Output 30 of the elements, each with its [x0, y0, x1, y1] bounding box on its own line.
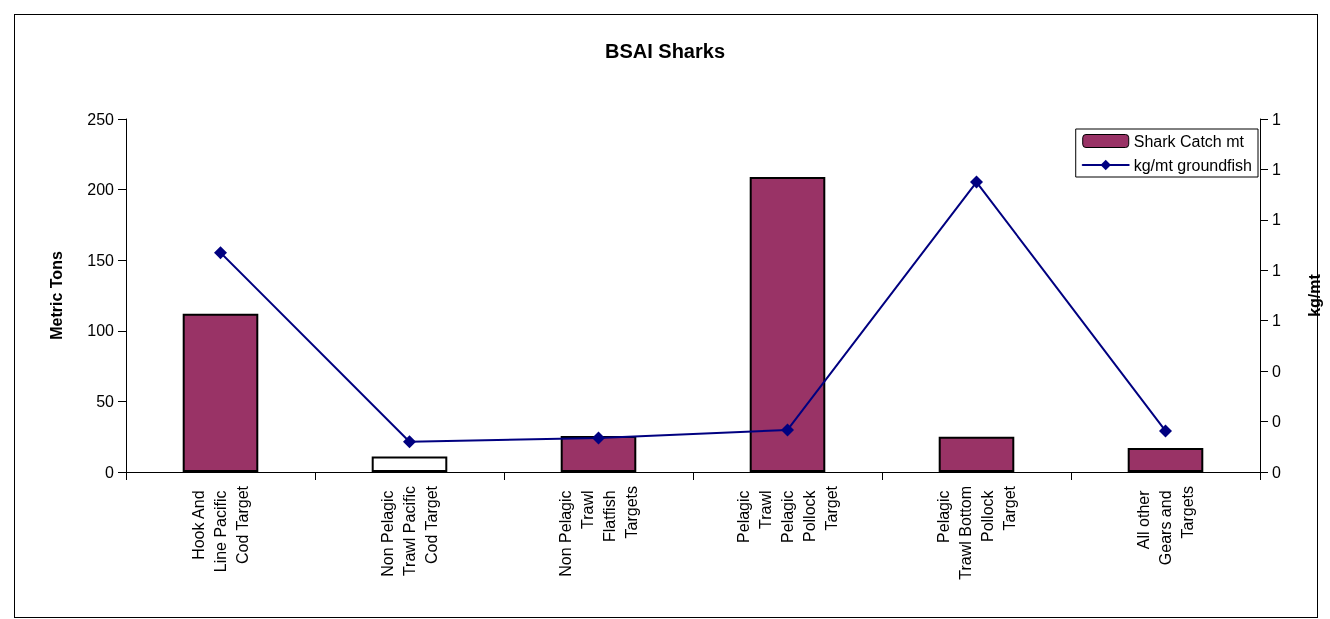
y2-tick-label: 0: [1272, 463, 1281, 481]
y-tick-label: 100: [87, 322, 115, 340]
x-tick-label: Non Pelagic Trawl Pacific Cod Target: [379, 485, 440, 577]
point: [781, 423, 794, 437]
y-tick-label: 250: [87, 110, 115, 128]
x-tick-label: Pelagic Trawl Pelagic Pollock Target: [735, 485, 840, 543]
y2-tick-label: 0: [1272, 362, 1281, 380]
y2-tick-label: 1: [1272, 312, 1281, 330]
y2-tick-label: 1: [1272, 110, 1281, 128]
y2-tick-label: 1: [1272, 160, 1281, 178]
x-tick-label: Hook And Line Pacific Cod Target: [190, 485, 251, 573]
legend-label: Shark Catch mt: [1133, 132, 1245, 150]
x-tick-label: Pelagic Trawl Bottom Pollock Target: [935, 485, 1018, 580]
y-tick-label: 0: [105, 463, 115, 481]
point: [214, 246, 227, 260]
y2-tick-label: 1: [1272, 261, 1281, 279]
legend-label: kg/mt groundfish: [1133, 156, 1252, 174]
x-tick-label: All other Gears and Targets: [1135, 486, 1196, 566]
point: [970, 175, 983, 189]
y-tick-label: 200: [87, 181, 115, 199]
chart-title: BSAI Sharks: [604, 40, 726, 62]
y2-tick-label: 0: [1272, 413, 1281, 431]
y2-tick-label: 1: [1272, 211, 1281, 229]
point: [1159, 424, 1172, 438]
y-tick-label: 50: [96, 392, 115, 410]
y-axis-title: Metric Tons: [47, 251, 65, 340]
point: [403, 435, 416, 449]
y-tick-label: 150: [87, 251, 115, 269]
point: [592, 431, 605, 445]
x-tick-label: Non Pelagic Trawl Flatfish Targets: [557, 486, 640, 577]
